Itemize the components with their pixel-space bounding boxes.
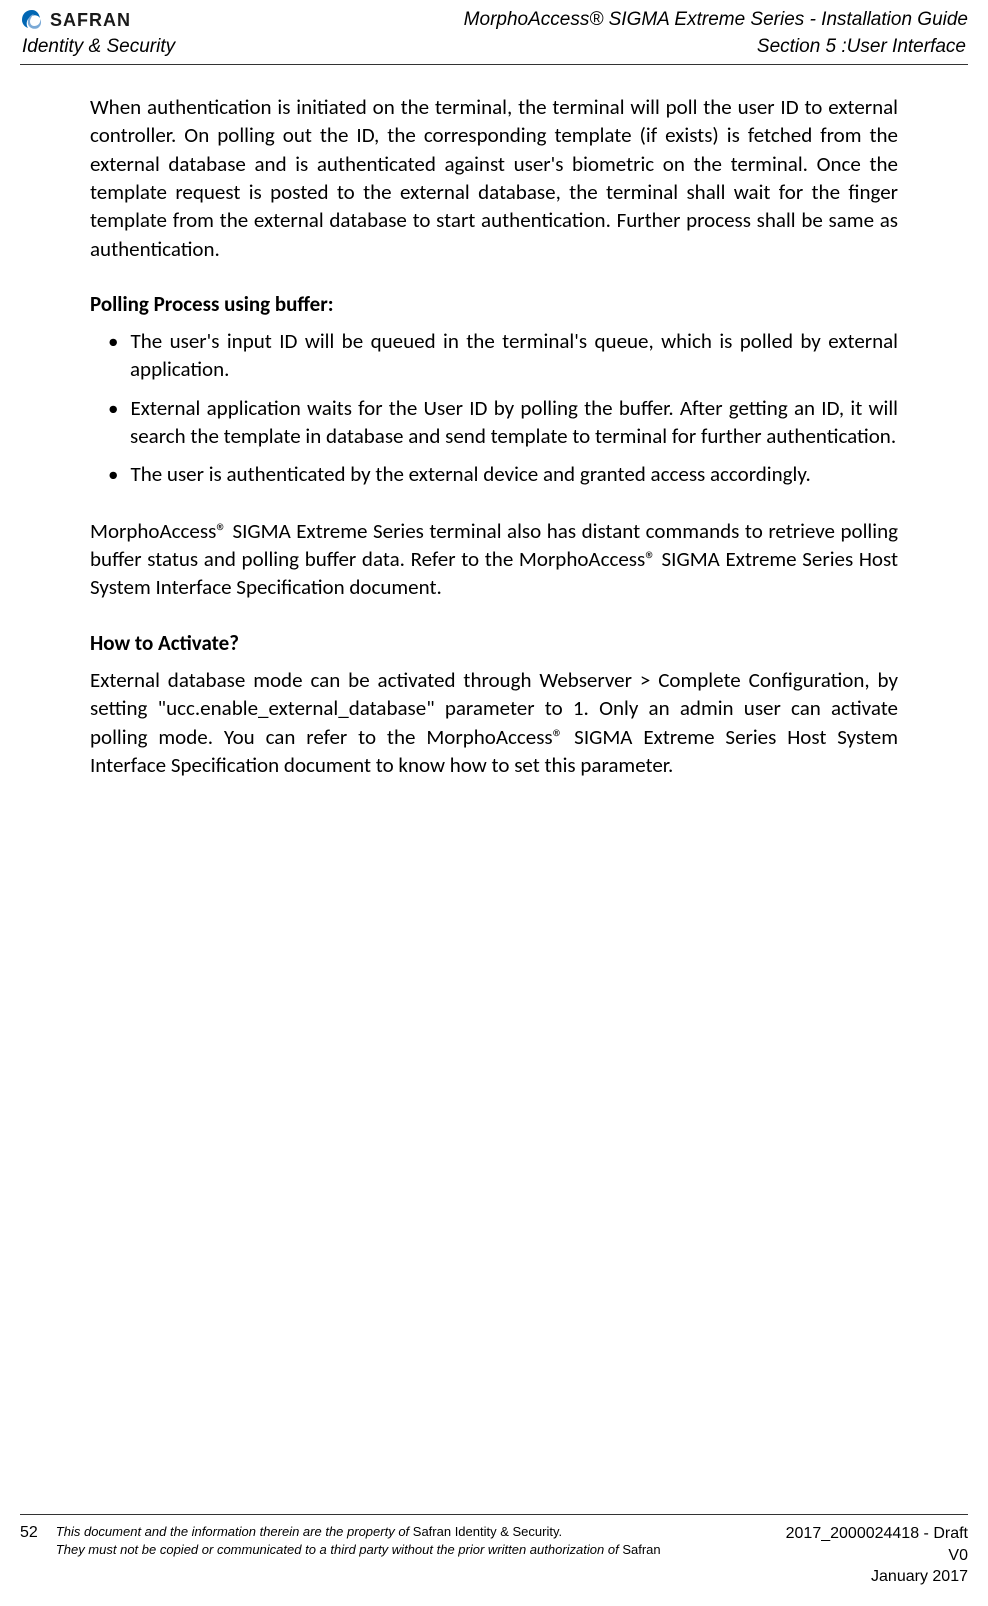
page-header: SAFRAN MorphoAccess® SIGMA Extreme Serie… bbox=[0, 0, 988, 60]
footer-left: 52 This document and the information the… bbox=[20, 1523, 661, 1559]
heading-polling: Polling Process using buffer: bbox=[90, 291, 898, 317]
doc-reference: 2017_2000024418 - Draft bbox=[786, 1523, 968, 1545]
footer-divider bbox=[20, 1514, 968, 1515]
legal-line1a: This document and the information therei… bbox=[56, 1524, 413, 1539]
header-sub-row: Identity & Security Section 5 :User Inte… bbox=[20, 36, 968, 58]
list-item: The user is authenticated by the externa… bbox=[90, 460, 898, 488]
mid-paragraph: MorphoAccess® SIGMA Extreme Series termi… bbox=[90, 517, 898, 602]
page-footer: 52 This document and the information the… bbox=[0, 1514, 988, 1588]
intro-paragraph: When authentication is initiated on the … bbox=[90, 93, 898, 263]
page-number: 52 bbox=[20, 1523, 38, 1542]
heading-activate: How to Activate? bbox=[90, 630, 898, 656]
list-item: The user's input ID will be queued in th… bbox=[90, 327, 898, 384]
header-top-row: SAFRAN MorphoAccess® SIGMA Extreme Serie… bbox=[20, 8, 968, 32]
doc-version: V0 bbox=[786, 1545, 968, 1567]
polling-bullets: The user's input ID will be queued in th… bbox=[90, 327, 898, 489]
doc-date: January 2017 bbox=[786, 1566, 968, 1588]
legal-text: This document and the information therei… bbox=[56, 1523, 661, 1559]
legal-line1b: Safran Identity & Security. bbox=[413, 1524, 562, 1539]
safran-logo-icon bbox=[20, 8, 44, 32]
logo-block: SAFRAN bbox=[20, 8, 131, 32]
legal-line2a: They must not be copied or communicated … bbox=[56, 1542, 623, 1557]
footer-right: 2017_2000024418 - Draft V0 January 2017 bbox=[786, 1523, 968, 1588]
department-label: Identity & Security bbox=[22, 36, 175, 58]
activate-paragraph: External database mode can be activated … bbox=[90, 666, 898, 779]
list-item: External application waits for the User … bbox=[90, 394, 898, 451]
section-label: Section 5 :User Interface bbox=[757, 36, 966, 58]
page-content: When authentication is initiated on the … bbox=[0, 65, 988, 779]
legal-line2b: Safran bbox=[622, 1542, 660, 1557]
footer-row: 52 This document and the information the… bbox=[20, 1523, 968, 1588]
document-title: MorphoAccess® SIGMA Extreme Series - Ins… bbox=[464, 9, 968, 31]
logo-text: SAFRAN bbox=[50, 10, 131, 31]
